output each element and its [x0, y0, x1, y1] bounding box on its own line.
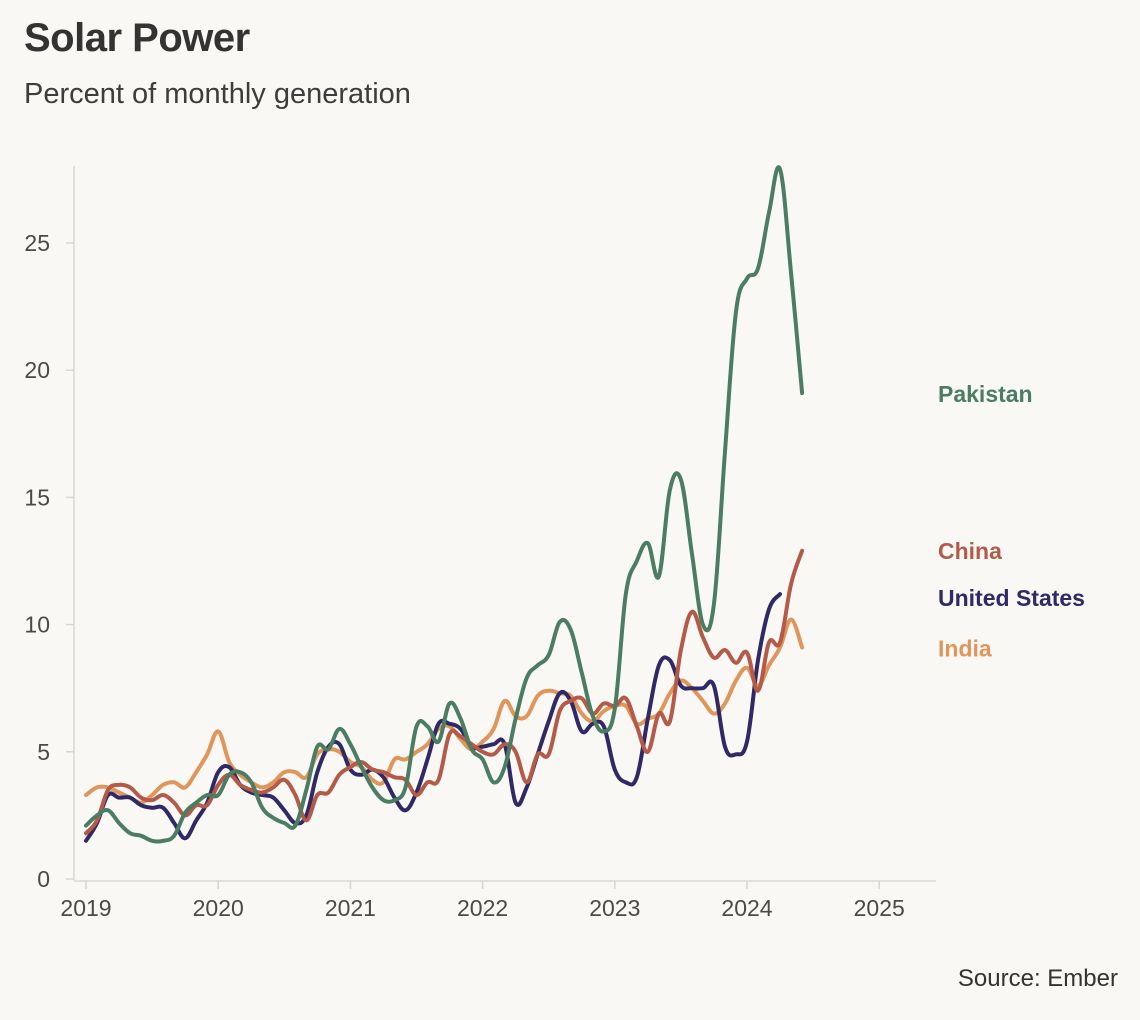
x-tick-label: 2020: [193, 895, 244, 921]
y-tick-label: 5: [37, 739, 50, 765]
series-line-pakistan: [84, 165, 805, 844]
y-tick-label: 15: [24, 484, 50, 510]
chart-title: Solar Power: [24, 16, 250, 60]
y-tick-label: 0: [37, 866, 50, 892]
y-tick-label: 10: [24, 612, 50, 638]
source-note: Source: Ember: [957, 965, 1118, 992]
series-lines: [84, 165, 805, 844]
series-line-united-states: [84, 592, 782, 843]
x-tick-label: 2023: [589, 895, 640, 921]
x-tick-label: 2022: [457, 895, 508, 921]
x-tick-label: 2024: [721, 895, 772, 921]
chart-subtitle: Percent of monthly generation: [24, 78, 411, 110]
series-label-india: India: [938, 635, 992, 661]
x-tick-label: 2019: [60, 895, 111, 921]
series-label-pakistan: Pakistan: [938, 381, 1033, 407]
y-tick-label: 25: [24, 230, 50, 256]
series-labels: India United States China Pakistan: [938, 381, 1085, 661]
series-line-china: [84, 548, 805, 836]
series-label-china: China: [938, 538, 1002, 564]
x-tick-label: 2021: [325, 895, 376, 921]
y-tick-label: 20: [24, 357, 50, 383]
series-line-india: [84, 617, 805, 805]
x-tick-label: 2025: [854, 895, 905, 921]
series-label-united-states: United States: [938, 585, 1085, 611]
